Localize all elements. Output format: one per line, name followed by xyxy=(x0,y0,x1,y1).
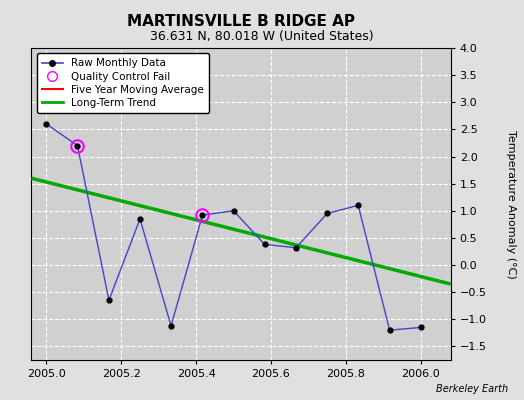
Text: Berkeley Earth: Berkeley Earth xyxy=(436,384,508,394)
Y-axis label: Temperature Anomaly (°C): Temperature Anomaly (°C) xyxy=(506,130,516,278)
Title: MARTINSVILLE B RIDGE AP: MARTINSVILLE B RIDGE AP xyxy=(127,14,355,29)
Text: 36.631 N, 80.018 W (United States): 36.631 N, 80.018 W (United States) xyxy=(150,30,374,43)
Legend: Raw Monthly Data, Quality Control Fail, Five Year Moving Average, Long-Term Tren: Raw Monthly Data, Quality Control Fail, … xyxy=(37,53,209,113)
